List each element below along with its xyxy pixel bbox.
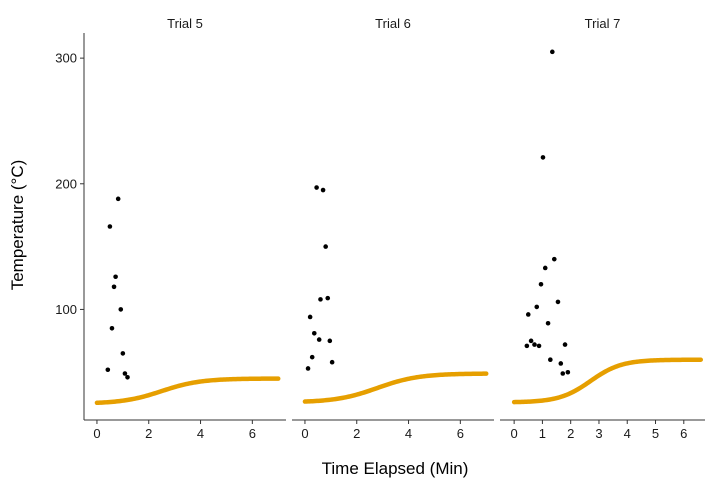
data-point (525, 312, 531, 317)
data-point (120, 351, 126, 356)
data-point (125, 374, 130, 380)
data-point (314, 185, 319, 190)
y-axis: 100 200 300 (55, 33, 85, 420)
data-point (560, 371, 566, 376)
data-point (109, 325, 115, 331)
data-point (309, 354, 315, 360)
x-tick-label: 2 (567, 426, 574, 441)
data-point (555, 299, 561, 305)
data-point (532, 342, 537, 347)
x-tick-label: 0 (511, 426, 518, 441)
data-point (327, 338, 333, 344)
facet-title: Trial 5 (167, 16, 203, 31)
data-point (105, 367, 111, 373)
data-point (550, 49, 555, 55)
x-tick-label: 6 (249, 426, 256, 441)
data-point (538, 281, 544, 287)
data-point (325, 295, 331, 301)
data-point (528, 338, 534, 344)
data-point (305, 366, 311, 371)
data-point (524, 343, 530, 349)
data-point (534, 304, 540, 310)
fitted-curve (511, 357, 704, 405)
data-point (113, 274, 118, 280)
data-point (107, 224, 113, 229)
data-point (320, 187, 326, 193)
data-point (565, 369, 571, 375)
x-tick-label: 2 (145, 426, 152, 441)
data-point (562, 342, 568, 347)
data-point (311, 331, 317, 336)
data-point (558, 361, 564, 366)
facet-panel: Trial 6 0 2 4 6 (292, 16, 494, 441)
data-point (536, 343, 542, 349)
data-point (318, 297, 323, 302)
y-tick-label: 100 (55, 302, 77, 317)
data-point (316, 337, 322, 342)
data-point (115, 196, 121, 202)
data-point (307, 314, 313, 320)
x-tick-label: 0 (301, 426, 308, 441)
x-tick-label: 5 (652, 426, 659, 441)
x-tick-label: 6 (680, 426, 687, 441)
fitted-curve (302, 371, 489, 404)
facet-title: Trial 7 (585, 16, 621, 31)
data-point (122, 371, 128, 376)
facet-panel: Trial 5 0 2 4 6 (84, 16, 286, 441)
x-tick-label: 6 (457, 426, 464, 441)
facet-title: Trial 6 (375, 16, 411, 31)
data-point (329, 359, 335, 365)
data-point (545, 320, 551, 326)
fitted-curve (94, 376, 281, 406)
data-point (551, 256, 557, 262)
y-axis-title: Temperature (°C) (8, 160, 27, 291)
facet-panel: Trial 7 0 1 2 3 4 5 6 (500, 16, 705, 441)
data-point (540, 155, 546, 160)
x-tick-label: 4 (197, 426, 204, 441)
data-point (111, 284, 117, 290)
x-tick-label: 3 (595, 426, 602, 441)
x-tick-label: 1 (539, 426, 546, 441)
data-point (323, 244, 328, 249)
y-tick-label: 200 (55, 176, 77, 191)
x-tick-label: 4 (624, 426, 631, 441)
x-tick-label: 2 (353, 426, 360, 441)
data-point (118, 307, 124, 312)
data-point (548, 357, 553, 362)
y-tick-label: 300 (55, 51, 77, 66)
x-tick-label: 4 (405, 426, 412, 441)
x-tick-label: 0 (93, 426, 100, 441)
data-point (542, 265, 548, 271)
x-axis-title: Time Elapsed (Min) (322, 459, 469, 478)
